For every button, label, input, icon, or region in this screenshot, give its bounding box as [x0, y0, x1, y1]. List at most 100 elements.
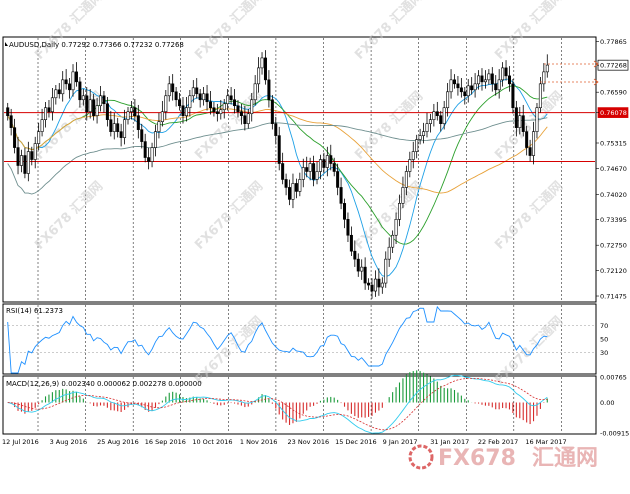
candle-body — [47, 107, 51, 113]
candle-body — [123, 119, 127, 138]
collapse-triangle-icon[interactable] — [5, 42, 8, 46]
candle-body — [61, 79, 65, 95]
symbol-header: AUDUSD,Daily 0.77292 0.77366 0.77232 0.7… — [9, 41, 184, 49]
candle-body — [442, 107, 446, 124]
time-tick-label: 12 Jul 2016 — [2, 438, 39, 446]
logo-ring-icon — [408, 444, 434, 470]
candle-body — [446, 91, 450, 109]
candle-body — [102, 95, 106, 105]
candle-body — [312, 163, 316, 180]
candle-body — [267, 79, 271, 101]
rsi-tick-label: 70 — [600, 322, 608, 330]
candle-body — [294, 183, 298, 192]
rsi-tick-label: 30 — [600, 349, 608, 357]
candle-body — [64, 79, 68, 85]
price-tick-label: 0.77865 — [600, 38, 627, 46]
candle-body — [360, 266, 364, 272]
candle-body — [322, 159, 326, 168]
candle-body — [384, 258, 388, 284]
candles — [6, 50, 549, 299]
fx678-logo: FX678 汇通网 — [408, 444, 598, 471]
candle-body — [226, 95, 230, 105]
candle-body — [140, 129, 144, 142]
candle-body — [260, 57, 264, 69]
ma-long-line — [7, 117, 548, 195]
candle-body — [521, 115, 525, 132]
candle-body — [105, 103, 109, 120]
price-axis: 0.77865 0.77268 0.76590 0.76078 0.75315 0.746… — [596, 38, 629, 301]
candle-body — [160, 111, 164, 122]
candle-body — [288, 187, 292, 200]
candle-body — [157, 121, 161, 132]
candle-body — [126, 111, 130, 120]
arrow-right-icon — [593, 78, 599, 86]
candle-body — [477, 75, 481, 85]
candle-body — [367, 282, 371, 286]
candle-body — [473, 83, 477, 91]
horizontal-levels — [4, 112, 595, 163]
candle-body — [343, 203, 347, 220]
price-tick-label: 0.72120 — [600, 267, 627, 275]
price-tick-label: 0.73395 — [600, 216, 627, 224]
candle-body — [208, 101, 212, 109]
candle-body — [353, 250, 357, 260]
candle-body — [336, 171, 340, 188]
candle-body — [112, 123, 116, 132]
candle-body — [346, 219, 350, 236]
candle-body — [40, 119, 44, 132]
candle-body — [71, 71, 75, 91]
candle-body — [439, 115, 443, 124]
rsi-panel-frame — [2, 303, 597, 375]
candle-body — [178, 99, 182, 107]
time-tick-label: 9 Jan 2017 — [383, 438, 418, 446]
candle-body — [147, 157, 151, 162]
candle-body — [425, 123, 429, 132]
price-tick-label: 0.71475 — [600, 293, 627, 301]
candle-body — [215, 111, 219, 115]
candle-body — [518, 115, 522, 128]
candle-body — [490, 73, 494, 85]
candle-body — [542, 71, 546, 85]
candle-body — [528, 147, 532, 156]
candle-body — [411, 151, 415, 160]
candle-body — [129, 107, 133, 113]
candle-body — [171, 83, 175, 93]
rsi-title: RSI(14) 61.2373 — [6, 307, 63, 315]
candle-body — [9, 115, 13, 128]
candle-body — [229, 95, 233, 101]
candle-body — [466, 85, 470, 97]
candle-body — [119, 131, 123, 138]
candle-body — [432, 111, 436, 120]
candle-body — [30, 151, 34, 160]
candle-body — [291, 183, 295, 200]
candle-body — [463, 91, 467, 97]
candle-body — [332, 163, 336, 172]
candle-body — [349, 234, 353, 252]
grid — [37, 38, 562, 433]
candle-body — [164, 95, 168, 113]
price-panel-frame — [2, 36, 597, 303]
candle-body — [88, 99, 92, 113]
candle-body — [284, 179, 288, 188]
candle-body — [6, 107, 10, 117]
candle-body — [116, 123, 120, 132]
candle-body — [257, 67, 261, 85]
candle-body — [109, 119, 113, 132]
candle-body — [184, 107, 188, 117]
macd-signal-line — [7, 378, 548, 431]
candle-body — [318, 159, 322, 172]
candle-body — [428, 119, 432, 124]
candle-body — [394, 219, 398, 236]
candle-body — [501, 67, 505, 81]
macd-tick-label: -0.00915 — [600, 430, 629, 438]
candle-body — [243, 115, 247, 124]
candle-body — [377, 278, 381, 288]
candle-body — [480, 75, 484, 83]
trade-level-lines — [540, 63, 598, 83]
candle-body — [449, 79, 453, 93]
candle-body — [404, 171, 408, 188]
candle-body — [507, 75, 511, 85]
candle-body — [191, 87, 195, 97]
logo-text: FX678 — [438, 446, 516, 471]
